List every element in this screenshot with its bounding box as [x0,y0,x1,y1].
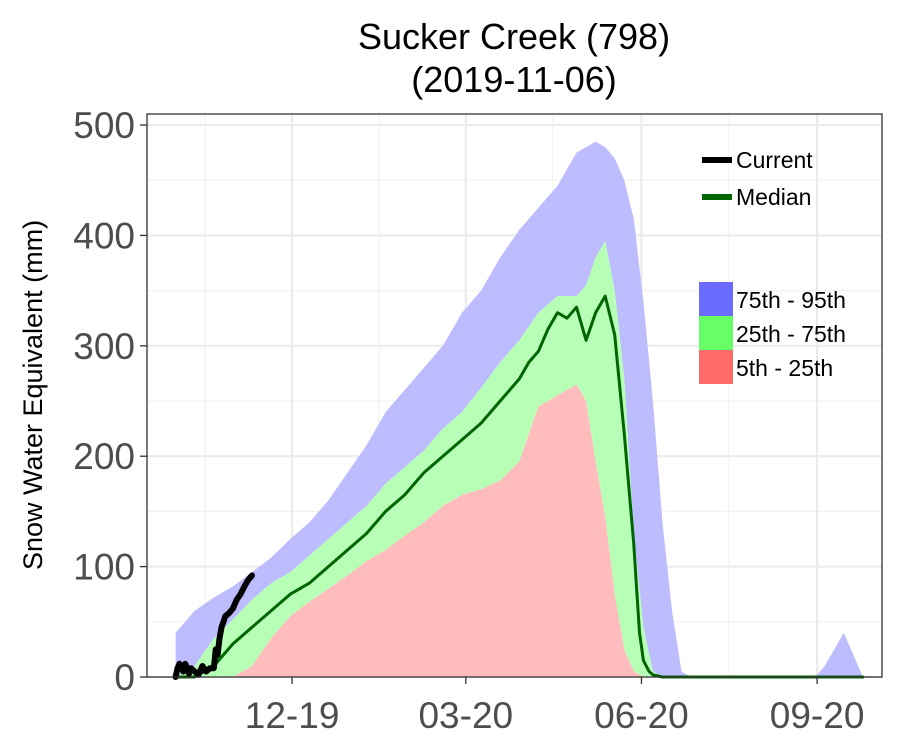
band-75th-95th [175,141,863,678]
band-25th-75th [175,241,863,677]
legend-swatch-band [699,350,733,384]
legend-label-band: 75th - 95th [736,287,846,313]
chart-title-line2: (2019-11-06) [411,59,616,100]
legend-swatch-band [699,316,733,350]
x-tick-label: 03-20 [418,695,513,736]
legend-label-median: Median [736,184,811,210]
y-tick-label: 300 [73,326,135,367]
legend-label-band: 5th - 25th [736,355,833,381]
y-axis-title: Snow Water Equivalent (mm) [18,220,48,570]
legend: Current Median 75th - 95th 25th - 75th 5th -… [699,147,846,384]
median-line [174,294,865,679]
legend-swatch-band [699,282,733,316]
y-tick-label: 500 [73,105,135,146]
x-axis: 12-19 03-20 06-20 09-20 [245,677,865,736]
y-tick-label: 400 [73,215,135,256]
y-tick-label: 200 [73,436,135,477]
gridlines [147,114,882,679]
band-5th-25th [175,384,863,677]
percentile-bands [175,141,863,678]
plot-border [146,113,883,678]
y-tick-label: 0 [114,657,135,698]
chart-title-line1: Sucker Creek (798) [358,16,670,57]
legend-label-band: 25th - 75th [736,321,846,347]
series-lines [172,294,865,680]
x-tick-label: 09-20 [770,695,865,736]
plot-frame [146,113,883,678]
current-line [172,572,255,680]
y-axis: 0 100 200 300 400 500 [73,105,147,698]
x-tick-label: 06-20 [594,695,689,736]
x-tick-label: 12-19 [245,695,340,736]
legend-label-current: Current [736,147,813,173]
y-tick-label: 100 [73,547,135,588]
